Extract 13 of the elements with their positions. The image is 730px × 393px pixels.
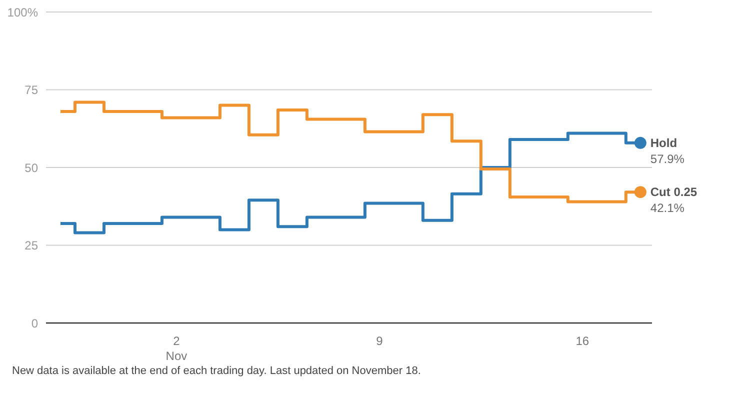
x-tick-label: 16 — [576, 334, 590, 348]
text: New data is available at the end of each trading day. Last updated on November 18. — [12, 365, 422, 377]
series-label: Cut 0.25 — [650, 185, 698, 200]
series-label: Hold — [650, 136, 678, 150]
y-tick-label: 75 — [24, 83, 38, 98]
x-tick-label: 2 Nov — [166, 334, 188, 363]
y-tick-label: 50 — [24, 160, 38, 175]
data-label: 42.1% — [650, 201, 685, 216]
x-tick-label: 9 — [376, 334, 384, 348]
data-label: 57.9% — [650, 152, 685, 166]
y-tick-label: 25 — [24, 238, 38, 253]
y-tick-label: 100% — [7, 5, 38, 20]
y-tick-label: 0 — [31, 316, 38, 330]
